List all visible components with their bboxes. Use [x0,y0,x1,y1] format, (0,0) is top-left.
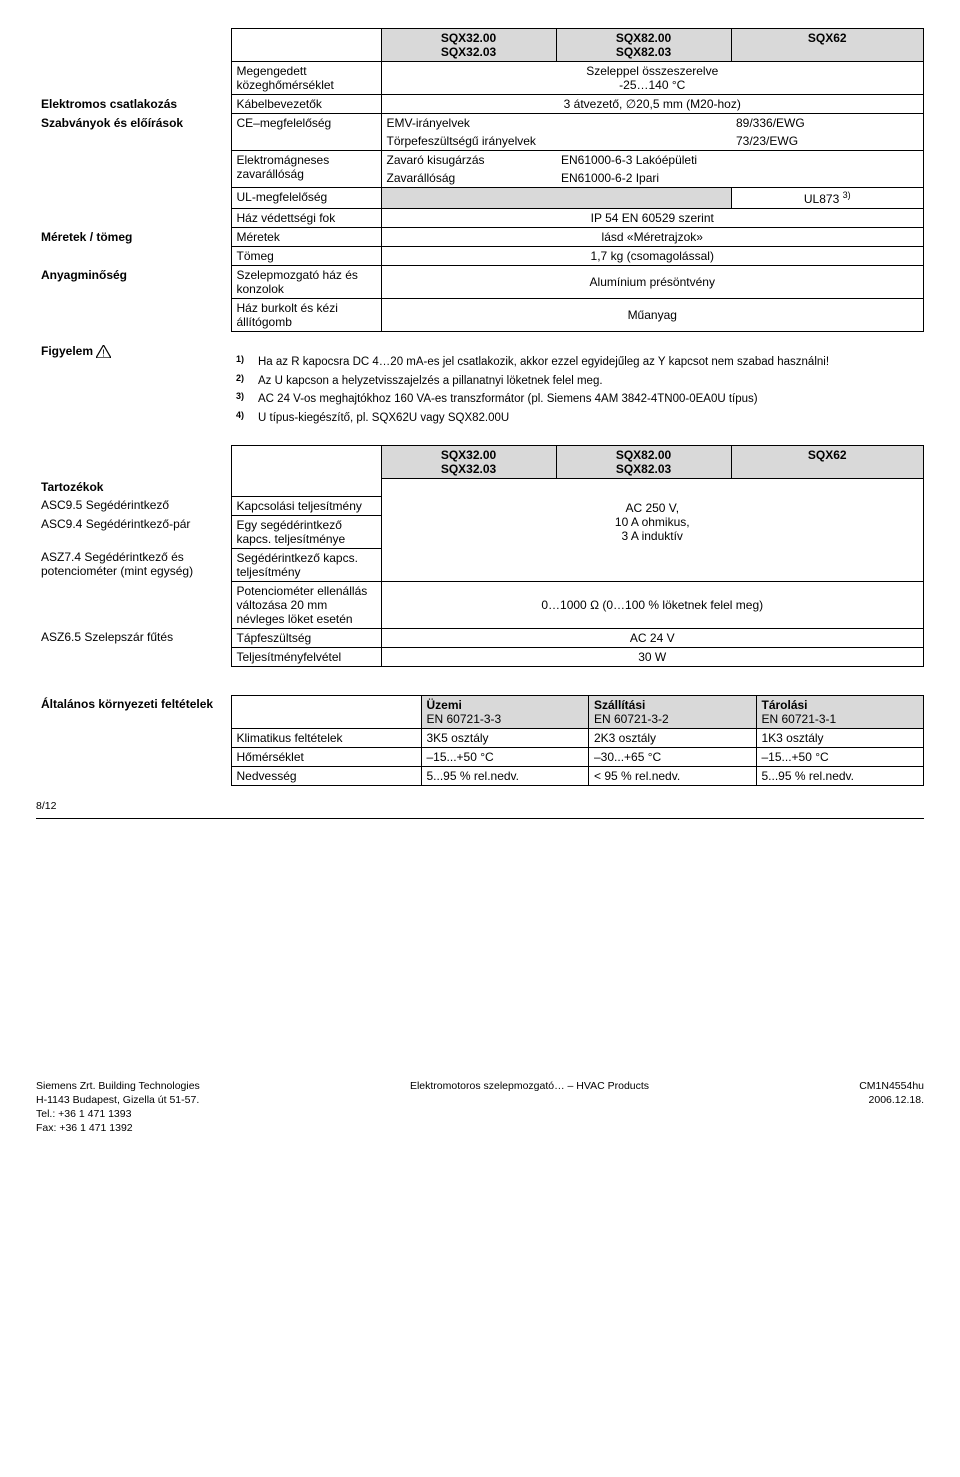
tomeg-label: Tömeg [231,247,381,266]
emv-l: EMV-irányelvek [381,114,731,133]
hom-t: –15...+50 °C [756,747,924,766]
lv-l: Törpefeszültségű irányelvek [381,132,731,151]
prod1b: SQX32.03 [441,45,496,59]
warning-icon: ! [96,344,111,358]
cable-val: 3 átvezető, ∅20,5 mm (M20-hoz) [381,95,924,114]
prod1a: SQX32.00 [441,31,496,45]
emv-r: 89/336/EWG [731,114,924,133]
house-label: Szelepmozgató ház és konzolok [231,266,381,299]
knob-label: Ház burkolt és kézi állítógomb [231,299,381,332]
footer-left: Siemens Zrt. Building Technologies H-114… [36,1079,200,1136]
zavar-r: EN61000-6-2 Ipari [556,169,924,188]
env-table: Általános környezeti feltételek Üzemi EN… [36,695,924,786]
ul-val: UL873 3) [731,188,924,209]
attention-label: Figyelem [41,344,93,358]
lv-r: 73/23/EWG [731,132,924,151]
prod2b: SQX82.03 [616,45,671,59]
side-elec: Elektromos csatlakozás [36,95,231,114]
kl-s: 2K3 osztály [589,728,757,747]
note1: Ha az R kapocsra DC 4…20 mA-es jel csatl… [258,354,919,371]
note2: Az U kapcson a helyzetvisszajelzés a pil… [258,373,919,390]
meret-label: Méretek [231,228,381,247]
kapcs-label: Kapcsolási teljesítmény [231,496,381,515]
house-val: Alumínium présöntvény [381,266,924,299]
acc-prod1: SQX32.00SQX32.03 [381,445,556,478]
table1: SQX32.00 SQX32.03 SQX82.00 SQX82.03 SQX6… [36,28,924,332]
ned-s: < 95 % rel.nedv. [589,766,757,785]
tap-val: AC 24 V [381,628,924,647]
side-asc95: ASC9.5 Segédérintkező [36,496,231,515]
note3: AC 24 V-os meghajtókhoz 160 VA-es transz… [258,391,919,408]
zavaro-r: EN61000-6-3 Lakóépületi [556,151,924,170]
telj-label: Teljesítményfelvétel [231,647,381,666]
zavar-l: Zavarállóság [381,169,556,188]
telj-val: 30 W [381,647,924,666]
acc-block: SQX32.00SQX32.03 SQX82.00SQX82.03 SQX62 … [36,445,924,667]
ned-t: 5...95 % rel.nedv. [756,766,924,785]
side-mat: Anyagminőség [36,266,231,332]
side-dims: Méretek / tömeg [36,228,231,266]
tap-label: Tápfeszültség [231,628,381,647]
pot-val: 0…1000 Ω (0…100 % löketnek felel meg) [381,581,924,628]
hom-s: –30...+65 °C [589,747,757,766]
tomeg-val: 1,7 kg (csomagolással) [381,247,924,266]
ce-label: CE–megfelelőség [231,114,381,151]
side-asz65: ASZ6.5 Szelepszár fűtés [36,628,231,666]
env-block: Általános környezeti feltételek Üzemi EN… [36,695,924,786]
side-asc94: ASC9.4 Segédérintkező-pár [36,515,231,548]
zavaro-l: Zavaró kisugárzás [381,151,556,170]
ned-label: Nedvesség [231,766,421,785]
cable-label: Kábelbevezetők [231,95,381,114]
kl-t: 1K3 osztály [756,728,924,747]
ambient-val: Szeleppel összeszerelve -25…140 °C [381,62,924,95]
ip-val: IP 54 EN 60529 szerint [381,209,924,228]
ip-label: Ház védettségi fok [231,209,381,228]
env-u: Üzemi EN 60721-3-3 [421,695,589,728]
side-env: Általános környezeti feltételek [36,695,231,747]
kl-u: 3K5 osztály [421,728,589,747]
ul-label: UL-megfelelőség [231,188,381,209]
page-number: 8/12 [36,800,924,812]
hom-u: –15...+50 °C [421,747,589,766]
side-asz74: ASZ7.4 Segédérintkező és potenciométer (… [36,548,231,628]
kl-label: Klimatikus feltételek [231,728,421,747]
side-std: Szabványok és előírások [36,114,231,209]
note4: U típus-kiegészítő, pl. SQX62U vagy SQX8… [258,410,919,427]
notes-block: Figyelem ! 1)Ha az R kapocsra DC 4…20 mA… [36,342,924,431]
egysik-label: Egy segédérintkező kapcs. teljesítménye [231,515,381,548]
side-acc: Tartozékok [36,478,231,496]
ned-u: 5...95 % rel.nedv. [421,766,589,785]
table1-block: SQX32.00 SQX32.03 SQX82.00 SQX82.03 SQX6… [36,28,924,431]
acc-table: SQX32.00SQX32.03 SQX82.00SQX82.03 SQX62 … [36,445,924,667]
meret-val: lásd «Méretrajzok» [381,228,924,247]
env-s: Szállítási EN 60721-3-2 [589,695,757,728]
emi-label: Elektromágneses zavarállóság [231,151,381,188]
prod2a: SQX82.00 [616,31,671,45]
acc-prod2: SQX82.00SQX82.03 [556,445,731,478]
ambient-label: Megengedett közeghőmérséklet [231,62,381,95]
knob-val: Műanyag [381,299,924,332]
hom-label: Hőmérséklet [231,747,421,766]
svg-text:!: ! [102,349,105,359]
prod2-cell: SQX82.00 SQX82.03 [556,29,731,62]
footer-center: Elektromotoros szelepmozgató… – HVAC Pro… [200,1079,859,1136]
footer-right: CM1N4554hu 2006.12.18. [859,1079,924,1136]
footer: 8/12 Siemens Zrt. Building Technologies … [36,800,924,1136]
env-t: Tárolási EN 60721-3-1 [756,695,924,728]
prod3-cell: SQX62 [731,29,924,62]
sik-label: Segédérintkező kapcs. teljesítmény [231,548,381,581]
ac250-val: AC 250 V, 10 A ohmikus, 3 A induktív [381,478,924,581]
prod1-cell: SQX32.00 SQX32.03 [381,29,556,62]
pot-label: Potenciométer ellenállás változása 20 mm… [231,581,381,628]
acc-prod3: SQX62 [731,445,924,478]
